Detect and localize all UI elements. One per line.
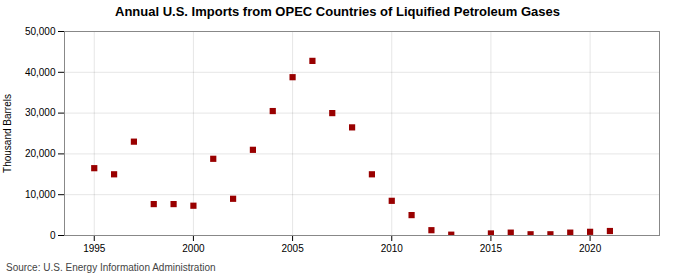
svg-text:20,000: 20,000: [25, 148, 56, 159]
svg-text:2000: 2000: [182, 243, 205, 254]
svg-text:2015: 2015: [480, 243, 503, 254]
svg-text:Thousand Barrels: Thousand Barrels: [2, 94, 13, 173]
svg-text:0: 0: [50, 230, 56, 241]
svg-text:10,000: 10,000: [25, 189, 56, 200]
svg-text:2005: 2005: [281, 243, 304, 254]
svg-text:40,000: 40,000: [25, 67, 56, 78]
html-text:Annual U.S. Imports from OPEC: Annual U.S. Imports from OPEC Countries …: [115, 4, 560, 19]
svg-text:2010: 2010: [381, 243, 404, 254]
html-text:Source: U.S. Energy Informatio: Source: U.S. Energy Information Administ…: [6, 262, 216, 273]
svg-text:2020: 2020: [579, 243, 602, 254]
svg-text:1995: 1995: [83, 243, 106, 254]
svg-text:50,000: 50,000: [25, 26, 56, 37]
svg-text:30,000: 30,000: [25, 107, 56, 118]
